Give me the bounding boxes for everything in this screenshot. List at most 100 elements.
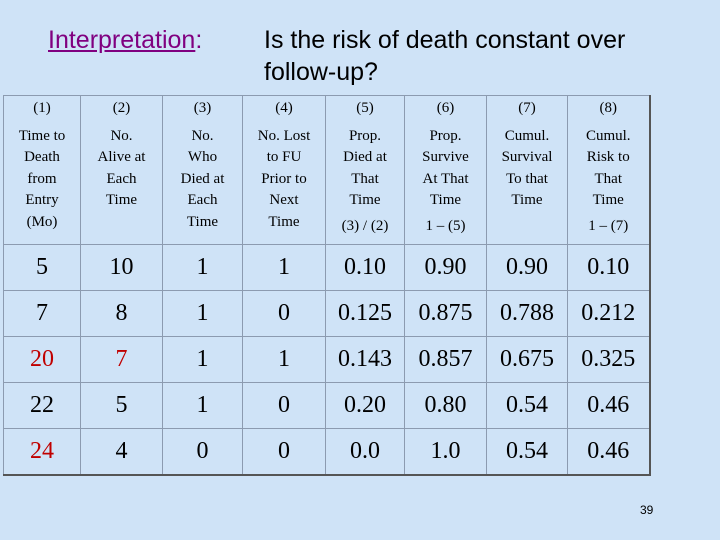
column-label-line: Prop. [348, 127, 382, 144]
column-label-line: from [27, 170, 57, 187]
column-header: (8) Cumul. Risk to That Time 1 – (7) [567, 95, 650, 245]
column-header: (5) Prop. Died at That Time (3) / (2) [325, 95, 405, 245]
column-label-line: Alive at [97, 149, 146, 165]
table-cell: 0.20 [325, 382, 405, 429]
column-number: (2) [112, 100, 131, 116]
table-cell: 0 [242, 382, 326, 429]
table-header-row: (1) Time to Death from Entry (Mo) (2) No. Alive … [3, 95, 650, 245]
table-cell: 1 [162, 290, 243, 337]
table-cell: 0.788 [486, 290, 568, 337]
column-header: (4) No. Lost to FU Prior to Next Time [242, 95, 326, 245]
slide-title: Interpretation: Is the risk of death con… [48, 24, 708, 86]
table-cell: 5 [3, 244, 81, 291]
column-label-line: Cumul. [504, 127, 550, 144]
life-table: (1) Time to Death from Entry (Mo) (2) No. Alive … [3, 95, 651, 476]
column-label-line: Time [429, 192, 462, 208]
table-cell: 0.857 [404, 336, 487, 383]
table-cell: 0.90 [404, 244, 487, 291]
column-label-line: Survival [501, 149, 553, 165]
column-label-line: Time [349, 192, 381, 208]
table-cell: 1 [162, 382, 243, 429]
table-cell: 0.143 [325, 336, 405, 383]
column-number: (6) [436, 100, 455, 116]
table-cell: 0.212 [567, 290, 650, 337]
table-cell: 1 [162, 336, 243, 383]
table-row: 20 7 1 1 0.143 0.857 0.675 0.325 [3, 336, 650, 383]
title-question-line1: Is the risk of death constant over [264, 26, 626, 54]
column-label-line: Death [24, 149, 60, 165]
table-cell: 0.54 [486, 382, 568, 429]
table-cell: 0 [162, 428, 243, 476]
table-cell: 22 [3, 382, 81, 429]
table-row: 22 5 1 0 0.20 0.80 0.54 0.46 [3, 382, 650, 429]
table-cell: 0 [242, 428, 326, 476]
column-label-line: Entry [25, 192, 59, 208]
column-number: (7) [518, 100, 536, 116]
column-label-line: Time [592, 192, 624, 208]
table-cell: 0.10 [325, 244, 405, 291]
table-cell: 7 [3, 290, 81, 337]
table-cell: 0.675 [486, 336, 568, 383]
column-label-line: Risk to [586, 149, 630, 165]
column-label-line: No. [191, 127, 214, 144]
column-label-line: Died at [180, 170, 225, 187]
table-cell: 24 [3, 428, 81, 476]
column-label-line: No. [110, 127, 133, 144]
column-label-line: At That [422, 170, 469, 187]
column-number: (8) [599, 100, 618, 116]
table-cell: 0.80 [404, 382, 487, 429]
column-label-line: Time [105, 192, 138, 208]
column-label-line: Prop. [429, 127, 462, 144]
table-cell: 0.10 [567, 244, 650, 291]
column-formula: 1 – (7) [588, 217, 629, 234]
table-row: 24 4 0 0 0.0 1.0 0.54 0.46 [3, 428, 650, 476]
column-label-line: Time to [18, 127, 66, 144]
column-label-line: That [594, 170, 623, 187]
column-number: (5) [356, 100, 374, 116]
title-keyword: Interpretation [48, 26, 196, 54]
table-cell: 0.875 [404, 290, 487, 337]
table-cell: 7 [80, 336, 163, 383]
column-label-line: Time [186, 213, 219, 230]
table-cell: 0.54 [486, 428, 568, 476]
column-label-line: Each [106, 170, 137, 187]
column-label-line: That [351, 170, 379, 187]
table-row: 7 8 1 0 0.125 0.875 0.788 0.212 [3, 290, 650, 337]
table-cell: 0.46 [567, 428, 650, 476]
column-header: (6) Prop. Survive At That Time 1 – (5) [404, 95, 487, 245]
column-header: (1) Time to Death from Entry (Mo) [3, 95, 81, 245]
table-cell: 8 [80, 290, 163, 337]
table-cell: 1 [242, 244, 326, 291]
table-cell: 1 [242, 336, 326, 383]
table-row: 5 10 1 1 0.10 0.90 0.90 0.10 [3, 244, 650, 291]
column-label-line: Next [269, 192, 299, 208]
column-label-line: Time [268, 213, 300, 230]
title-question-line2: follow-up? [264, 58, 378, 86]
table-cell: 0.0 [325, 428, 405, 476]
column-header: (2) No. Alive at Each Time [80, 95, 163, 245]
table-cell: 0.325 [567, 336, 650, 383]
table-body: 5 10 1 1 0.10 0.90 0.90 0.10 7 8 1 0 0.125 0.875 0.788… [3, 244, 650, 476]
table-cell: 0.46 [567, 382, 650, 429]
column-number: (4) [275, 100, 293, 116]
table-cell: 20 [3, 336, 81, 383]
table-cell: 0.90 [486, 244, 568, 291]
table-cell: 0.125 [325, 290, 405, 337]
column-label-line: Died at [343, 149, 387, 165]
column-header: (3) No. Who Died at Each Time [162, 95, 243, 245]
page-number: 39 [640, 503, 654, 517]
column-label-line: Cumul. [585, 127, 631, 144]
column-label-line: To that [506, 170, 548, 187]
column-label-line: Each [187, 192, 218, 208]
table-cell: 10 [80, 244, 163, 291]
table-cell: 1 [162, 244, 243, 291]
column-formula: (3) / (2) [341, 217, 389, 234]
column-header: (7) Cumul. Survival To that Time [486, 95, 568, 245]
table-cell: 1.0 [404, 428, 487, 476]
table-cell: 4 [80, 428, 163, 476]
column-label-line: to FU [266, 149, 302, 165]
column-label-line: (Mo) [26, 213, 58, 230]
column-label-line: Who [187, 149, 218, 165]
column-number: (1) [33, 100, 51, 116]
title-colon: : [195, 26, 203, 54]
